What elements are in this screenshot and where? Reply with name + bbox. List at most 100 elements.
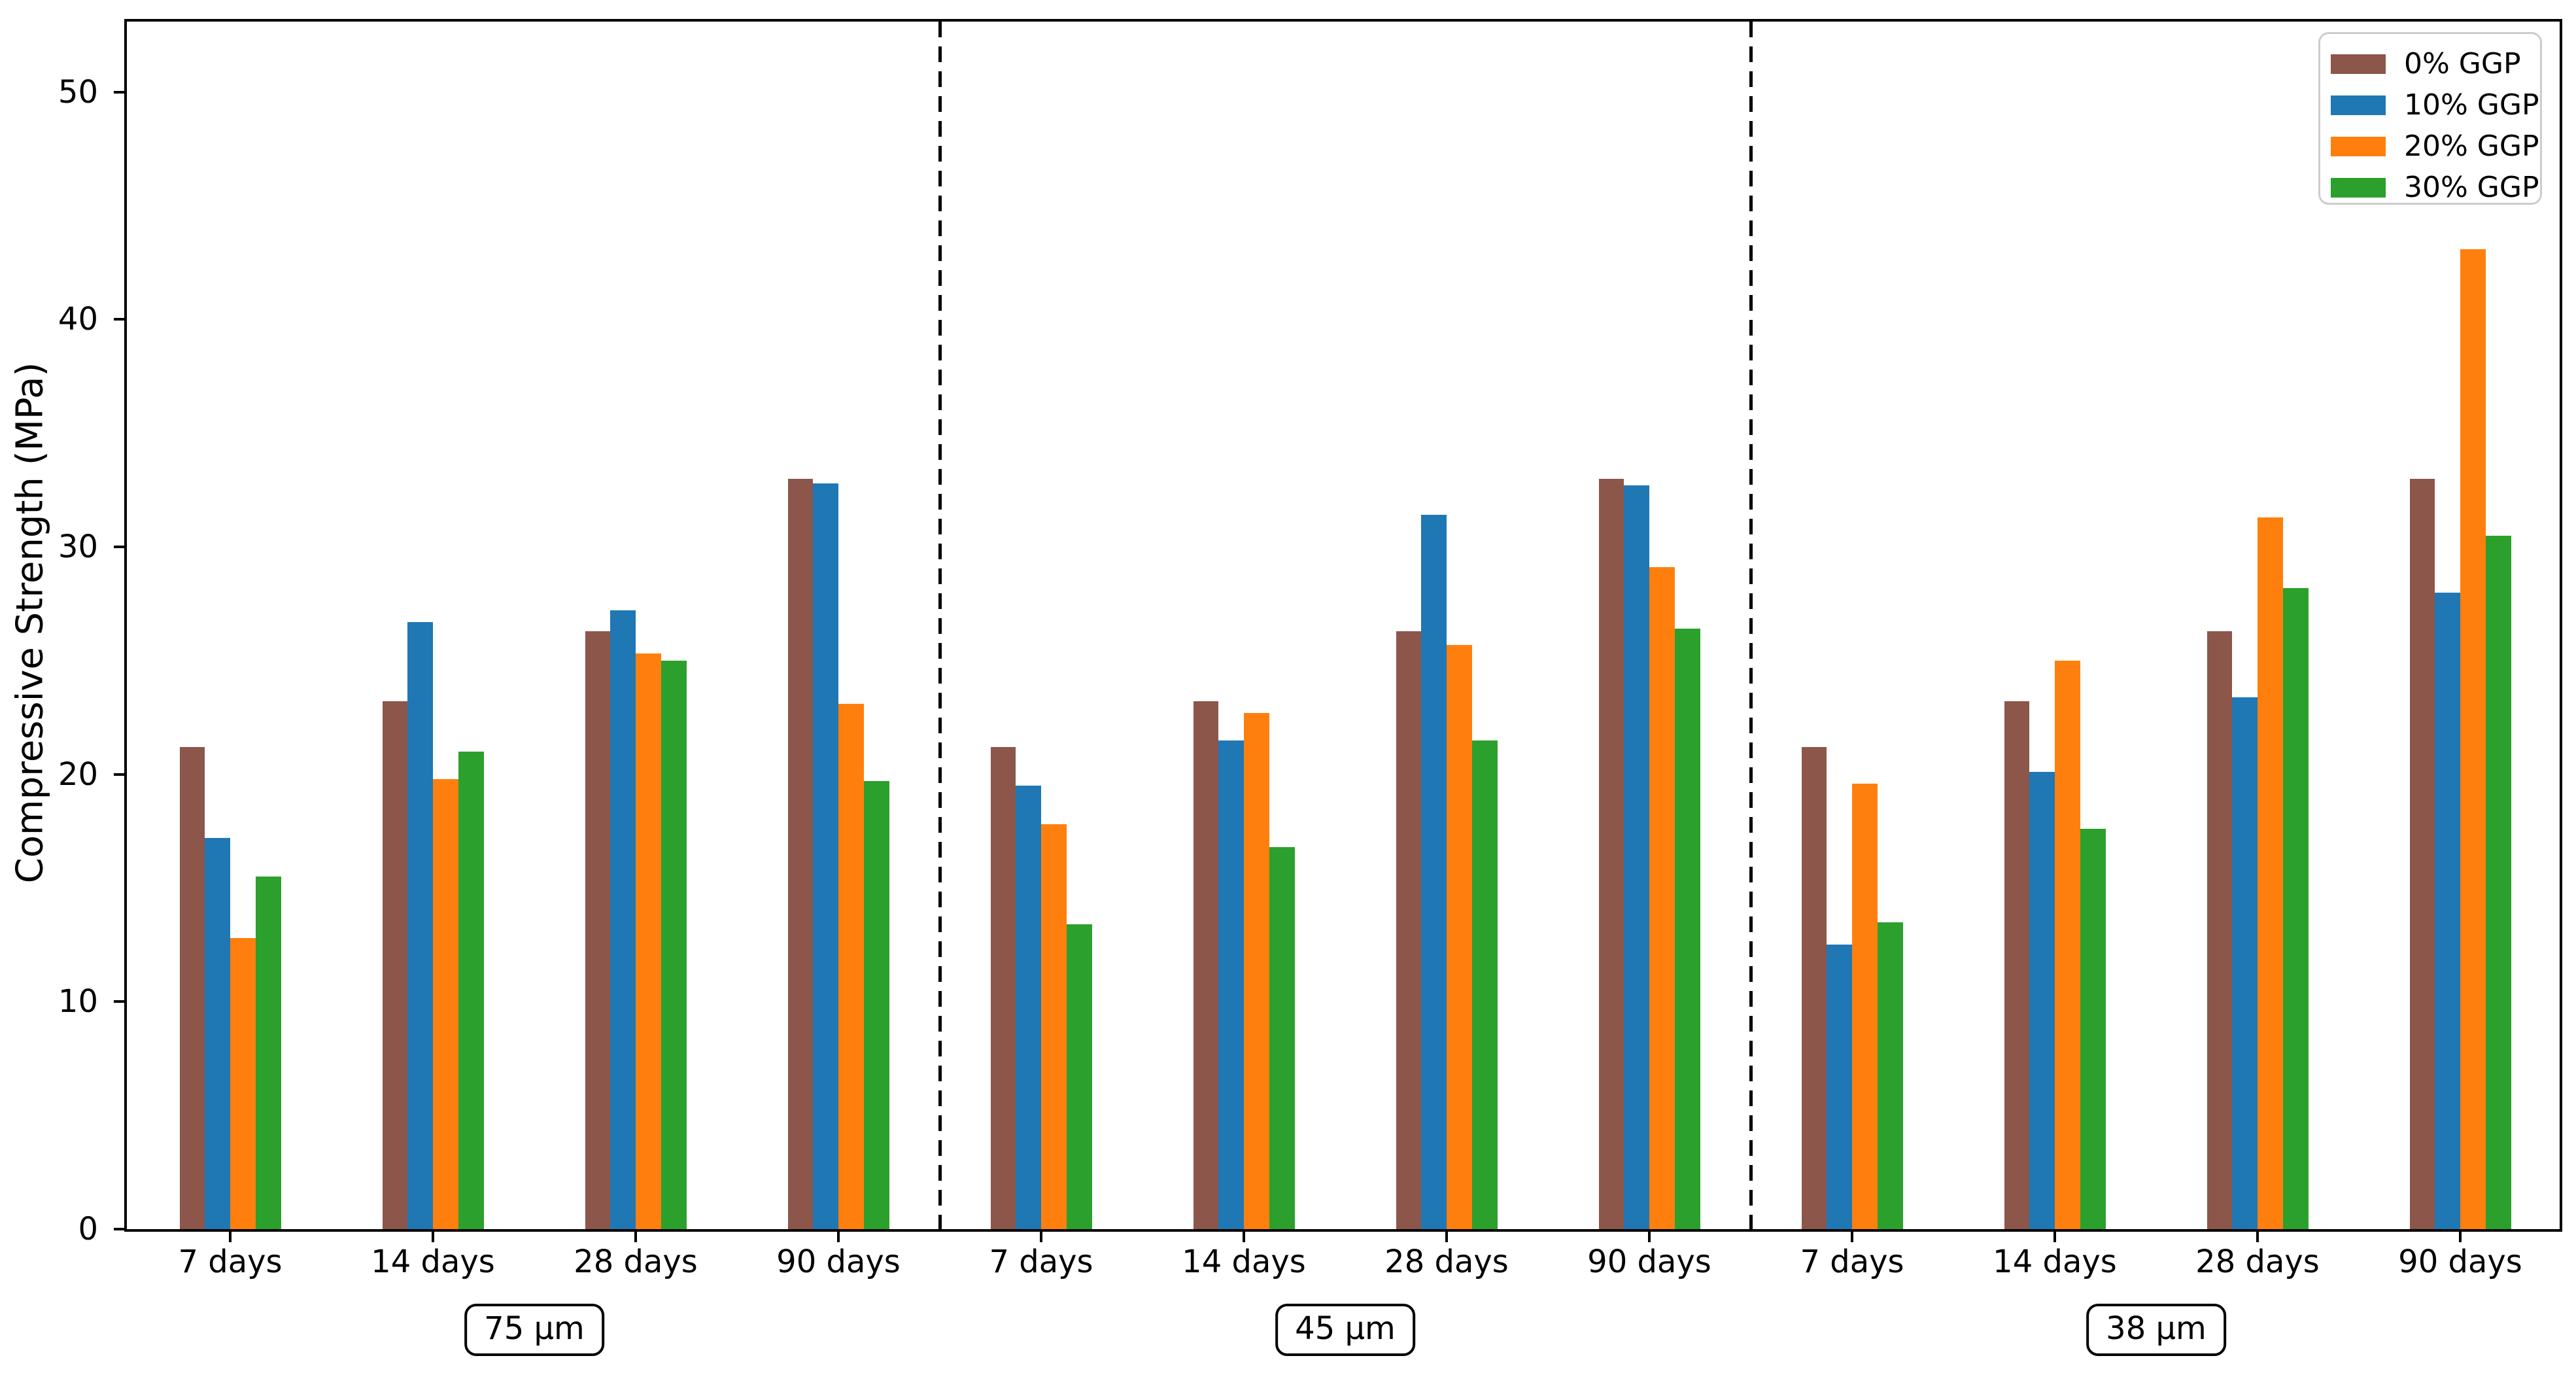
x-tick-mark [1243, 1232, 1245, 1242]
x-tick-label: 28 days [2195, 1244, 2320, 1280]
legend-row-20-ggp: 20% GGP [2320, 126, 2540, 167]
legend-swatch-10-ggp [2331, 95, 2386, 115]
bar-75-m-90-days-10-ggp [813, 483, 838, 1229]
x-tick-mark [2459, 1232, 2462, 1242]
bar-75-m-7-days-0-ggp [179, 747, 205, 1229]
bar-45-m-28-days-20-ggp [1447, 644, 1472, 1229]
bar-38-m-90-days-20-ggp [2460, 249, 2486, 1229]
x-tick-label: 14 days [1993, 1244, 2117, 1280]
section-label-38-m: 38 μm [2086, 1304, 2226, 1356]
bar-75-m-14-days-0-ggp [382, 701, 408, 1229]
bar-75-m-28-days-10-ggp [610, 610, 636, 1229]
y-tick-label: 0 [78, 1211, 98, 1247]
x-tick-label: 90 days [776, 1244, 901, 1280]
x-tick-label: 7 days [178, 1244, 283, 1280]
bar-75-m-28-days-0-ggp [585, 631, 611, 1229]
y-tick-mark [114, 546, 124, 549]
bar-75-m-28-days-30-ggp [661, 660, 687, 1229]
bar-75-m-28-days-20-ggp [636, 653, 661, 1229]
x-tick-label: 14 days [371, 1244, 495, 1280]
y-tick-label: 40 [58, 301, 98, 338]
legend: 0% GGP 10% GGP 20% GGP 30% GGP [2318, 32, 2542, 205]
bar-75-m-7-days-30-ggp [255, 877, 281, 1229]
bar-38-m-28-days-0-ggp [2207, 631, 2233, 1229]
x-tick-mark [1445, 1232, 1448, 1242]
bar-45-m-28-days-30-ggp [1471, 740, 1498, 1229]
bar-38-m-7-days-0-ggp [1801, 747, 1827, 1229]
legend-swatch-0-ggp [2331, 54, 2386, 74]
bar-75-m-90-days-30-ggp [863, 781, 889, 1229]
y-tick-label: 10 [58, 983, 98, 1020]
bar-38-m-28-days-20-ggp [2258, 517, 2283, 1229]
bar-75-m-14-days-20-ggp [433, 778, 458, 1229]
y-axis-label: Compressive Strength (MPa) [9, 362, 52, 884]
bar-45-m-90-days-0-ggp [1598, 478, 1624, 1229]
legend-swatch-20-ggp [2331, 136, 2386, 156]
x-tick-mark [634, 1232, 637, 1242]
bar-75-m-14-days-30-ggp [458, 751, 484, 1229]
bar-45-m-14-days-10-ggp [1218, 740, 1244, 1229]
legend-label-30-ggp: 30% GGP [2404, 171, 2539, 204]
y-tick-mark [114, 1000, 124, 1003]
bar-38-m-14-days-10-ggp [2029, 772, 2055, 1229]
bar-38-m-14-days-20-ggp [2055, 660, 2080, 1229]
bar-45-m-28-days-0-ggp [1396, 631, 1422, 1229]
section-label-45-m: 45 μm [1275, 1304, 1415, 1356]
x-tick-label: 90 days [2398, 1244, 2522, 1280]
legend-label-10-ggp: 10% GGP [2404, 88, 2539, 122]
y-tick-label: 50 [58, 73, 98, 111]
bar-38-m-7-days-10-ggp [1827, 945, 1852, 1229]
bar-38-m-7-days-30-ggp [1877, 922, 1903, 1229]
bar-38-m-28-days-30-ggp [2282, 587, 2309, 1229]
x-tick-label: 28 days [574, 1244, 698, 1280]
section-separator [1749, 22, 1753, 1229]
bar-75-m-90-days-0-ggp [787, 478, 814, 1229]
legend-swatch-30-ggp [2331, 177, 2386, 198]
bar-38-m-90-days-30-ggp [2485, 535, 2511, 1229]
bar-45-m-7-days-10-ggp [1016, 786, 1041, 1229]
bar-45-m-90-days-30-ggp [1674, 629, 1700, 1229]
x-tick-mark [837, 1232, 840, 1242]
y-tick-mark [114, 773, 124, 776]
bar-75-m-7-days-20-ggp [230, 938, 256, 1229]
legend-row-30-ggp: 30% GGP [2320, 167, 2540, 208]
legend-label-0-ggp: 0% GGP [2404, 47, 2521, 80]
bar-38-m-14-days-30-ggp [2080, 829, 2106, 1229]
y-tick-label: 20 [58, 756, 98, 793]
bar-45-m-7-days-30-ggp [1066, 924, 1092, 1229]
x-tick-label: 7 days [1800, 1244, 1904, 1280]
bar-45-m-90-days-10-ggp [1624, 485, 1649, 1229]
bar-75-m-7-days-10-ggp [205, 838, 230, 1229]
bar-45-m-7-days-20-ggp [1041, 824, 1067, 1229]
y-tick-mark [114, 1228, 124, 1230]
y-tick-label: 30 [58, 529, 98, 566]
bar-38-m-90-days-10-ggp [2435, 592, 2460, 1229]
x-tick-label: 7 days [989, 1244, 1093, 1280]
x-tick-mark [1851, 1232, 1853, 1242]
section-separator [938, 22, 942, 1229]
bar-45-m-14-days-20-ggp [1244, 712, 1269, 1229]
x-tick-mark [2053, 1232, 2056, 1242]
bar-38-m-28-days-10-ggp [2232, 697, 2258, 1229]
bar-75-m-90-days-20-ggp [838, 703, 864, 1229]
x-tick-label: 90 days [1587, 1244, 1711, 1280]
legend-row-10-ggp: 10% GGP [2320, 84, 2540, 126]
x-tick-mark [432, 1232, 434, 1242]
x-tick-label: 28 days [1384, 1244, 1509, 1280]
bar-38-m-14-days-0-ggp [2004, 701, 2030, 1229]
y-tick-mark [114, 318, 124, 321]
bar-45-m-14-days-30-ggp [1269, 846, 1295, 1229]
bar-38-m-7-days-20-ggp [1852, 783, 1878, 1229]
plot-area [124, 19, 2562, 1232]
bar-75-m-14-days-10-ggp [407, 621, 433, 1229]
section-label-75-m: 75 μm [464, 1304, 604, 1356]
x-tick-mark [1040, 1232, 1042, 1242]
x-tick-label: 14 days [1182, 1244, 1306, 1280]
x-tick-mark [229, 1232, 232, 1242]
legend-row-0-ggp: 0% GGP [2320, 43, 2540, 84]
bar-45-m-14-days-0-ggp [1193, 701, 1219, 1229]
bar-45-m-7-days-0-ggp [990, 747, 1016, 1229]
bar-38-m-90-days-0-ggp [2409, 478, 2435, 1229]
x-tick-mark [2256, 1232, 2259, 1242]
